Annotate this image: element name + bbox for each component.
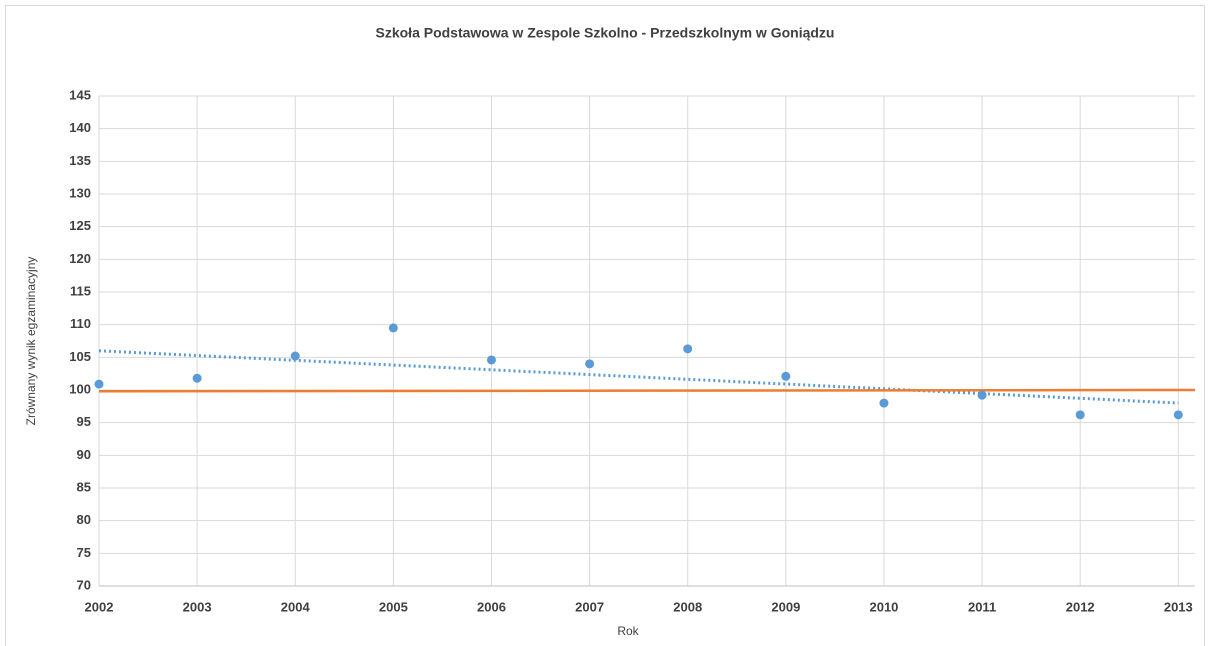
x-tick-label: 2005 xyxy=(379,599,408,614)
y-tick-label: 100 xyxy=(69,381,91,396)
data-point xyxy=(585,359,595,369)
x-tick-label: 2003 xyxy=(183,599,212,614)
x-tick-label: 2006 xyxy=(477,599,506,614)
data-point xyxy=(1075,410,1085,420)
y-tick-label: 130 xyxy=(69,185,91,200)
x-tick-label: 2004 xyxy=(281,599,311,614)
x-axis-label: Rok xyxy=(617,624,639,638)
y-tick-label: 105 xyxy=(69,349,91,364)
y-tick-label: 145 xyxy=(69,87,91,102)
data-point xyxy=(94,379,104,389)
x-tick-label: 2011 xyxy=(968,599,996,614)
x-tick-label: 2010 xyxy=(869,599,898,614)
y-tick-label: 115 xyxy=(70,283,91,298)
x-tick-label: 2012 xyxy=(1066,599,1095,614)
data-point xyxy=(879,398,889,408)
y-tick-label: 95 xyxy=(77,414,91,429)
y-tick-label: 110 xyxy=(70,316,91,331)
chart-title: Szkoła Podstawowa w Zespole Szkolno - Pr… xyxy=(376,25,835,41)
y-axis-label: Zrównany wynik egzaminacyjny xyxy=(24,257,38,426)
y-tick-label: 140 xyxy=(69,120,91,135)
y-tick-label: 135 xyxy=(69,153,91,168)
y-tick-label: 90 xyxy=(77,447,91,462)
data-point xyxy=(977,390,987,400)
x-tick-label: 2013 xyxy=(1164,599,1193,614)
y-tick-label: 70 xyxy=(77,577,91,592)
y-tick-label: 80 xyxy=(77,512,91,527)
chart-frame xyxy=(5,5,1205,646)
y-tick-label: 120 xyxy=(69,251,91,266)
y-tick-label: 85 xyxy=(77,479,91,494)
data-point xyxy=(781,371,791,381)
y-tick-label: 125 xyxy=(69,218,91,233)
y-tick-label: 75 xyxy=(77,545,91,560)
trend-line xyxy=(98,349,1179,405)
data-point xyxy=(192,373,202,383)
data-point xyxy=(290,351,300,361)
data-point xyxy=(388,323,398,333)
x-tick-label: 2009 xyxy=(771,599,800,614)
data-point xyxy=(683,344,693,354)
x-tick-label: 2007 xyxy=(575,599,604,614)
x-tick-label: 2002 xyxy=(85,599,114,614)
reference-line xyxy=(98,388,1196,393)
x-tick-label: 2008 xyxy=(673,599,702,614)
data-point xyxy=(1173,410,1183,420)
data-point xyxy=(486,355,496,365)
